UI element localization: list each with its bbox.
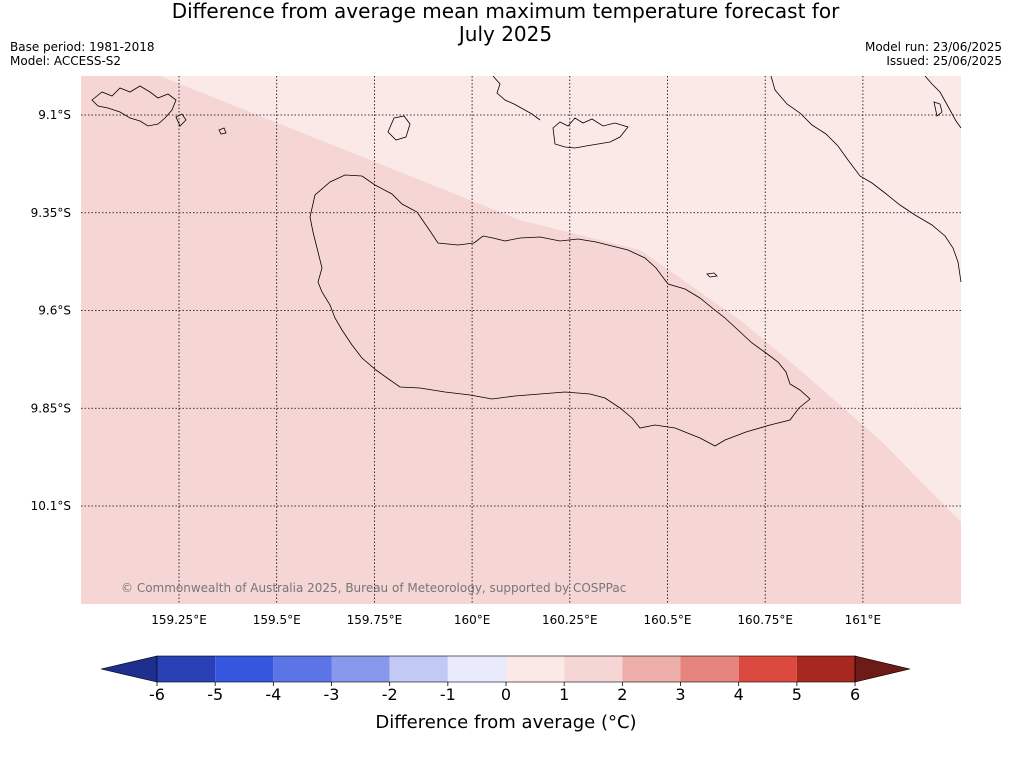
colorbar-segment [796,656,856,682]
colorbar-segment [506,656,565,682]
coastline-florida-north [492,75,541,121]
latitude-labels: 9.1°S 9.35°S 9.6°S 9.85°S 10.1°S [31,108,71,513]
colorbar-extend-low [100,655,158,683]
coastline-russell-islands [91,85,177,127]
colorbar-tick-label: 3 [675,685,685,704]
colorbar-segment [447,656,507,682]
chart-title: Difference from average mean maximum tem… [0,0,1011,46]
colorbar-segment [738,656,797,682]
latitude-label: 9.85°S [31,401,71,415]
longitude-label: 159.25°E [151,613,207,627]
colorbar: -6 -5 -4 -3 -2 -1 0 1 2 3 4 5 6 [100,655,911,704]
colorbar-segment [215,656,274,682]
coastline-malaita [770,75,962,283]
colorbar-segment [564,656,623,682]
colorbar-tick-label: 1 [559,685,569,704]
coastline-savo [387,115,411,141]
colorbar-segment [389,656,448,682]
colorbar-tick-label: 6 [850,685,860,704]
colorbar-tick-label: 2 [617,685,627,704]
base-period: Base period: 1981-2018 [10,40,155,54]
longitude-label: 160.25°E [542,613,598,627]
longitude-label: 160.5°E [644,613,692,627]
colorbar-tick-label: 4 [734,685,744,704]
colorbar-tick-label: 0 [501,685,511,704]
longitude-label: 159.5°E [253,613,301,627]
colorbar-tick-label: -5 [207,685,223,704]
colorbar-segment [331,656,390,682]
coastline-islet [218,127,227,135]
meta-left: Base period: 1981-2018 Model: ACCESS-S2 [10,40,155,68]
colorbar-tick-label: -6 [149,685,165,704]
colorbar-extend-high [854,655,911,683]
coastline-islet-2 [706,272,718,278]
colorbar-segment [680,656,739,682]
colorbar-tick-label: 5 [792,685,802,704]
coastlines [91,75,962,447]
latitude-label: 9.6°S [38,304,71,318]
colorbar-segment [157,656,216,682]
colorbar-title: Difference from average (°C) [375,712,636,733]
longitude-label: 159.75°E [347,613,403,627]
coastline-malaita-islet [933,101,943,117]
coastline-florida-islands [552,117,629,149]
colorbar-tick-label: -2 [382,685,398,704]
colorbar-tick-label: -4 [265,685,281,704]
longitude-label: 161°E [845,613,882,627]
colorbar-segment [622,656,681,682]
colorbar-segment [273,656,332,682]
title-line-1: Difference from average mean maximum tem… [171,0,840,23]
longitude-label: 160°E [454,613,491,627]
coastline-malaita-north [924,75,962,129]
colorbar-tick-label: -1 [440,685,456,704]
latitude-label: 10.1°S [31,499,71,513]
model-run: Model run: 23/06/2025 [864,40,1002,54]
title-line-2: July 2025 [458,22,553,46]
gridlines [81,76,961,604]
colorbar-tick-label: -3 [324,685,340,704]
latitude-label: 9.35°S [31,206,71,220]
model-name: Model: ACCESS-S2 [10,54,122,68]
meta-right: Model run: 23/06/2025 Issued: 25/06/2025 [865,40,1002,68]
region-1-to-2 [81,76,961,604]
map-area [81,76,961,604]
longitude-labels: 159.25°E 159.5°E 159.75°E 160°E 160.25°E 160.… [151,613,881,627]
copyright-text: © Commonwealth of Australia 2025, Bureau… [121,581,626,595]
latitude-label: 9.1°S [38,108,71,122]
coastline-guadalcanal [309,174,811,447]
longitude-label: 160.75°E [737,613,793,627]
issued-date: Issued: 25/06/2025 [886,54,1002,68]
